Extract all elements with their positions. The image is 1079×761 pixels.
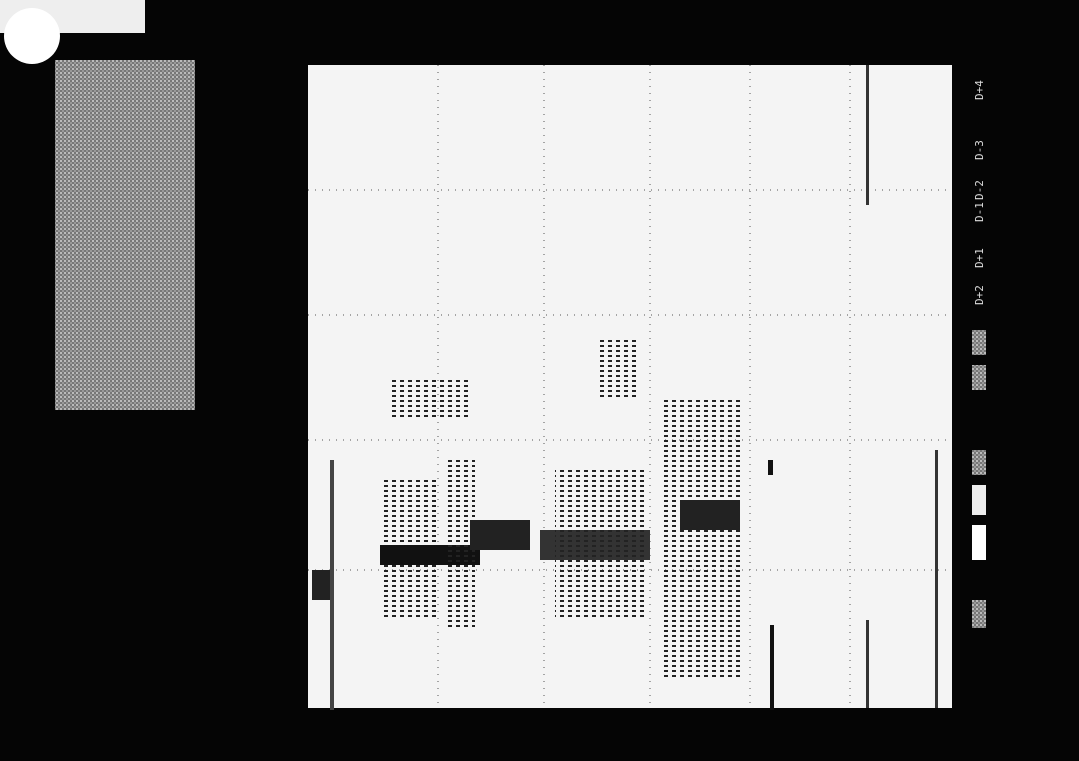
- legend-swatch: [972, 330, 986, 355]
- mark-column: [866, 65, 869, 205]
- side-label: D+2: [973, 285, 986, 305]
- page: {"side_labels": ["D+4", "D-3", "D-2", "D…: [0, 0, 1079, 761]
- legend-box: [55, 60, 195, 410]
- side-label: D+1: [973, 248, 986, 268]
- screen: D+4 D-3 D-2 D-1 D+1 D+2: [0, 0, 1079, 761]
- mark-band: [680, 500, 740, 530]
- mark-cluster: [312, 570, 332, 600]
- legend-swatch: [972, 600, 986, 628]
- side-label: D+4: [973, 80, 986, 100]
- side-label: D-3: [973, 140, 986, 160]
- mark-column: [866, 620, 869, 708]
- mark-column: [935, 450, 938, 708]
- mark-cluster: [555, 470, 645, 620]
- mark-column: [770, 625, 774, 710]
- mark-dash: [768, 460, 773, 475]
- mark-cluster: [660, 400, 740, 680]
- legend-swatch: [972, 365, 986, 390]
- side-label: D-1: [973, 202, 986, 222]
- corner-circle: [4, 8, 60, 64]
- mark-column: [330, 460, 334, 710]
- legend-swatch: [972, 485, 986, 515]
- side-label: D-2: [973, 180, 986, 200]
- legend-swatch: [972, 450, 986, 475]
- mark-cluster: [390, 380, 470, 420]
- mark-band: [470, 520, 530, 550]
- legend-swatch: [972, 525, 986, 560]
- mark-cluster: [600, 340, 640, 400]
